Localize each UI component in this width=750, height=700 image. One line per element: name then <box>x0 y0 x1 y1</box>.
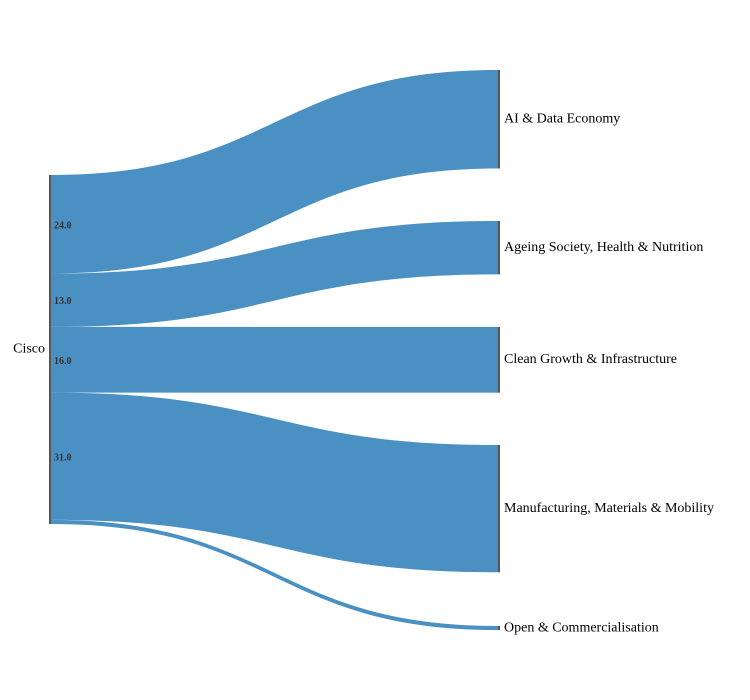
node-target-3 <box>498 445 500 573</box>
link-2 <box>51 326 498 393</box>
value-label-3: 31.0 <box>54 452 72 463</box>
node-target-4 <box>498 626 500 631</box>
node-label-target-2: Clean Growth & Infrastructure <box>504 352 677 367</box>
sankey-links <box>51 70 498 631</box>
link-1 <box>51 221 498 327</box>
sankey-nodes <box>49 70 500 631</box>
value-label-0: 24.0 <box>54 220 72 231</box>
link-3 <box>51 392 498 573</box>
node-label-source: Cisco <box>13 342 45 357</box>
node-label-target-4: Open & Commercialisation <box>504 620 659 635</box>
node-target-0 <box>498 70 500 169</box>
node-label-target-0: AI & Data Economy <box>504 111 620 126</box>
value-label-2: 16.0 <box>54 356 72 367</box>
link-0 <box>51 70 498 274</box>
node-label-target-1: Ageing Society, Health & Nutrition <box>504 240 703 255</box>
node-target-1 <box>498 221 500 275</box>
sankey-labels: Cisco AI & Data Economy 24.0 Ageing Society… <box>13 111 714 635</box>
node-target-2 <box>498 327 500 393</box>
node-source <box>49 175 51 524</box>
link-4 <box>51 519 498 631</box>
node-label-target-3: Manufacturing, Materials & Mobility <box>504 501 714 516</box>
value-label-1: 13.0 <box>54 296 72 307</box>
